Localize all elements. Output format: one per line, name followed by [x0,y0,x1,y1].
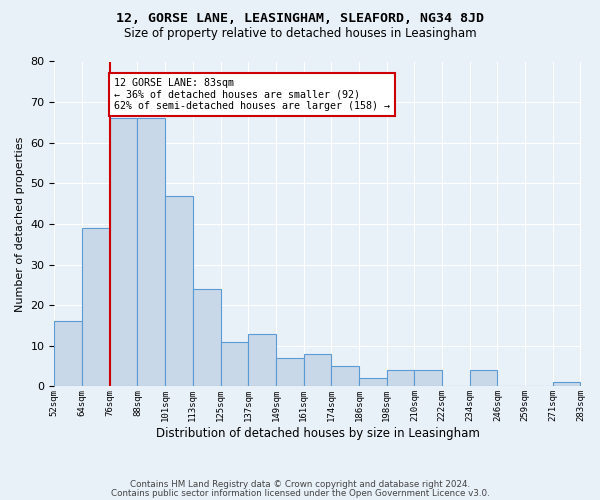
Bar [276,358,304,386]
Text: Contains public sector information licensed under the Open Government Licence v3: Contains public sector information licen… [110,489,490,498]
Bar [470,370,497,386]
Bar [110,118,137,386]
Bar [221,342,248,386]
Bar [331,366,359,386]
Bar [165,196,193,386]
Bar [137,118,165,386]
Bar [304,354,331,386]
Text: 12 GORSE LANE: 83sqm
← 36% of detached houses are smaller (92)
62% of semi-detac: 12 GORSE LANE: 83sqm ← 36% of detached h… [114,78,390,111]
Bar [415,370,442,386]
X-axis label: Distribution of detached houses by size in Leasingham: Distribution of detached houses by size … [155,427,479,440]
Bar [386,370,415,386]
Text: Size of property relative to detached houses in Leasingham: Size of property relative to detached ho… [124,28,476,40]
Text: Contains HM Land Registry data © Crown copyright and database right 2024.: Contains HM Land Registry data © Crown c… [130,480,470,489]
Bar [55,322,82,386]
Bar [359,378,386,386]
Y-axis label: Number of detached properties: Number of detached properties [15,136,25,312]
Bar [553,382,580,386]
Text: 12, GORSE LANE, LEASINGHAM, SLEAFORD, NG34 8JD: 12, GORSE LANE, LEASINGHAM, SLEAFORD, NG… [116,12,484,26]
Bar [82,228,110,386]
Bar [248,334,276,386]
Bar [193,289,221,386]
